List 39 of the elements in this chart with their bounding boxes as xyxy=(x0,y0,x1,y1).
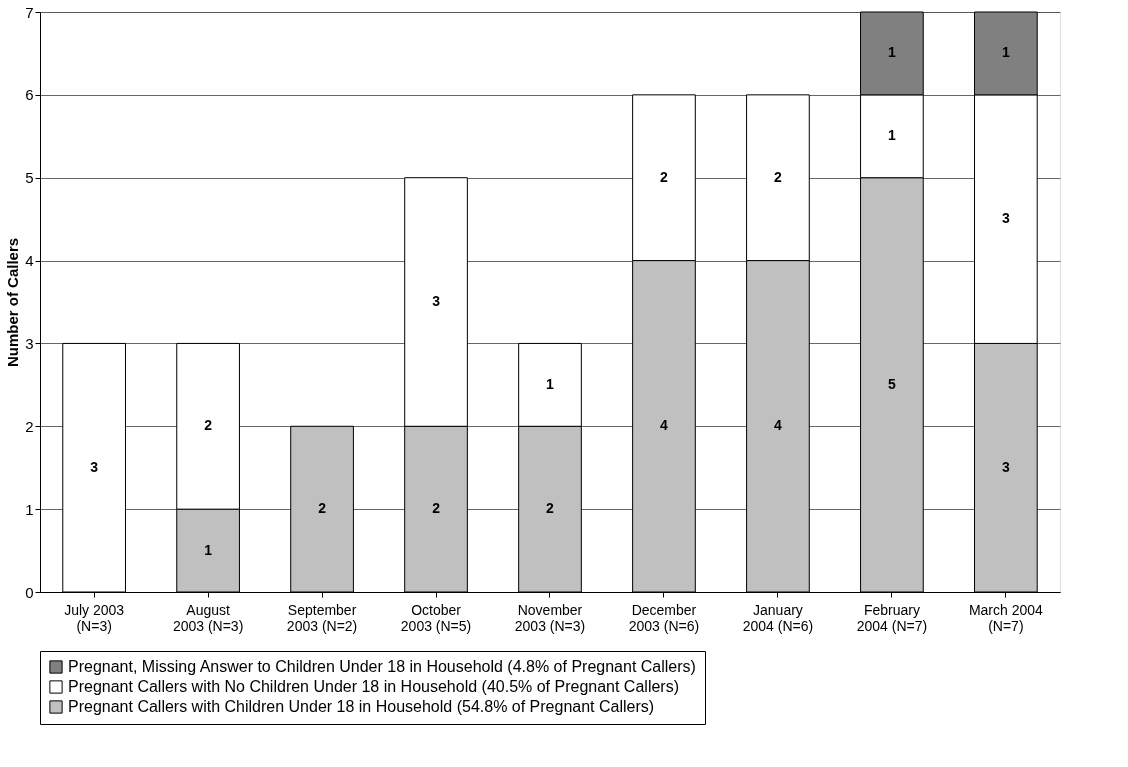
data-label: 4 xyxy=(660,417,669,434)
data-label: 3 xyxy=(90,458,99,475)
data-label: 2 xyxy=(204,417,213,434)
x-tick-label: November 2003 (N=3) xyxy=(514,601,586,634)
data-label: 4 xyxy=(774,417,783,434)
x-tick-label: January 2004 (N=6) xyxy=(742,601,814,634)
y-tick-label: 4 xyxy=(25,252,34,270)
legend-label: Pregnant Callers with No Children Under 18 in Household (40.5% of Pregnant Callers) xyxy=(68,678,679,695)
x-tick-label: February 2004 (N=7) xyxy=(856,601,928,634)
data-label: 3 xyxy=(432,293,441,309)
data-label: 3 xyxy=(1001,210,1010,227)
y-tick-label: 2 xyxy=(25,417,34,435)
data-label: 3 xyxy=(1001,458,1010,475)
data-label: 2 xyxy=(546,500,555,517)
x-tick-label: October 2003 (N=5) xyxy=(400,601,472,634)
y-tick-label: 6 xyxy=(25,86,34,104)
y-tick-label: 1 xyxy=(25,500,34,518)
data-label: 1 xyxy=(546,375,555,392)
legend-label: Pregnant Callers with Children Under 18 in Household (54.8% of Pregnant Callers) xyxy=(68,698,655,715)
y-tick-label: 7 xyxy=(25,3,34,21)
x-tick-label: August 2003 (N=3) xyxy=(172,601,244,634)
y-tick-label: 0 xyxy=(25,583,34,601)
legend-label: Pregnant, Missing Answer to Children Under 18 in Household (4.8% of Pregnant Callers) xyxy=(68,658,696,675)
x-tick-label: September 2003 (N=2) xyxy=(286,601,358,634)
y-tick-label: 5 xyxy=(25,169,34,187)
data-label: 1 xyxy=(1001,44,1010,61)
data-label: 1 xyxy=(888,44,896,61)
data-label: 1 xyxy=(204,541,213,558)
data-label: 2 xyxy=(774,168,783,185)
x-tick-label: December 2003 (N=6) xyxy=(628,601,700,634)
x-tick-label: July 2003 (N=3) xyxy=(64,601,125,634)
data-label: 2 xyxy=(660,168,669,185)
x-tick-label: March 2004 (N=7) xyxy=(968,601,1044,634)
data-label: 2 xyxy=(432,500,441,517)
data-label: 2 xyxy=(318,500,327,517)
y-tick-label: 3 xyxy=(25,334,34,352)
data-label: 1 xyxy=(888,127,896,144)
y-axis-title: Number of Callers xyxy=(4,237,22,368)
data-label: 5 xyxy=(888,375,896,392)
